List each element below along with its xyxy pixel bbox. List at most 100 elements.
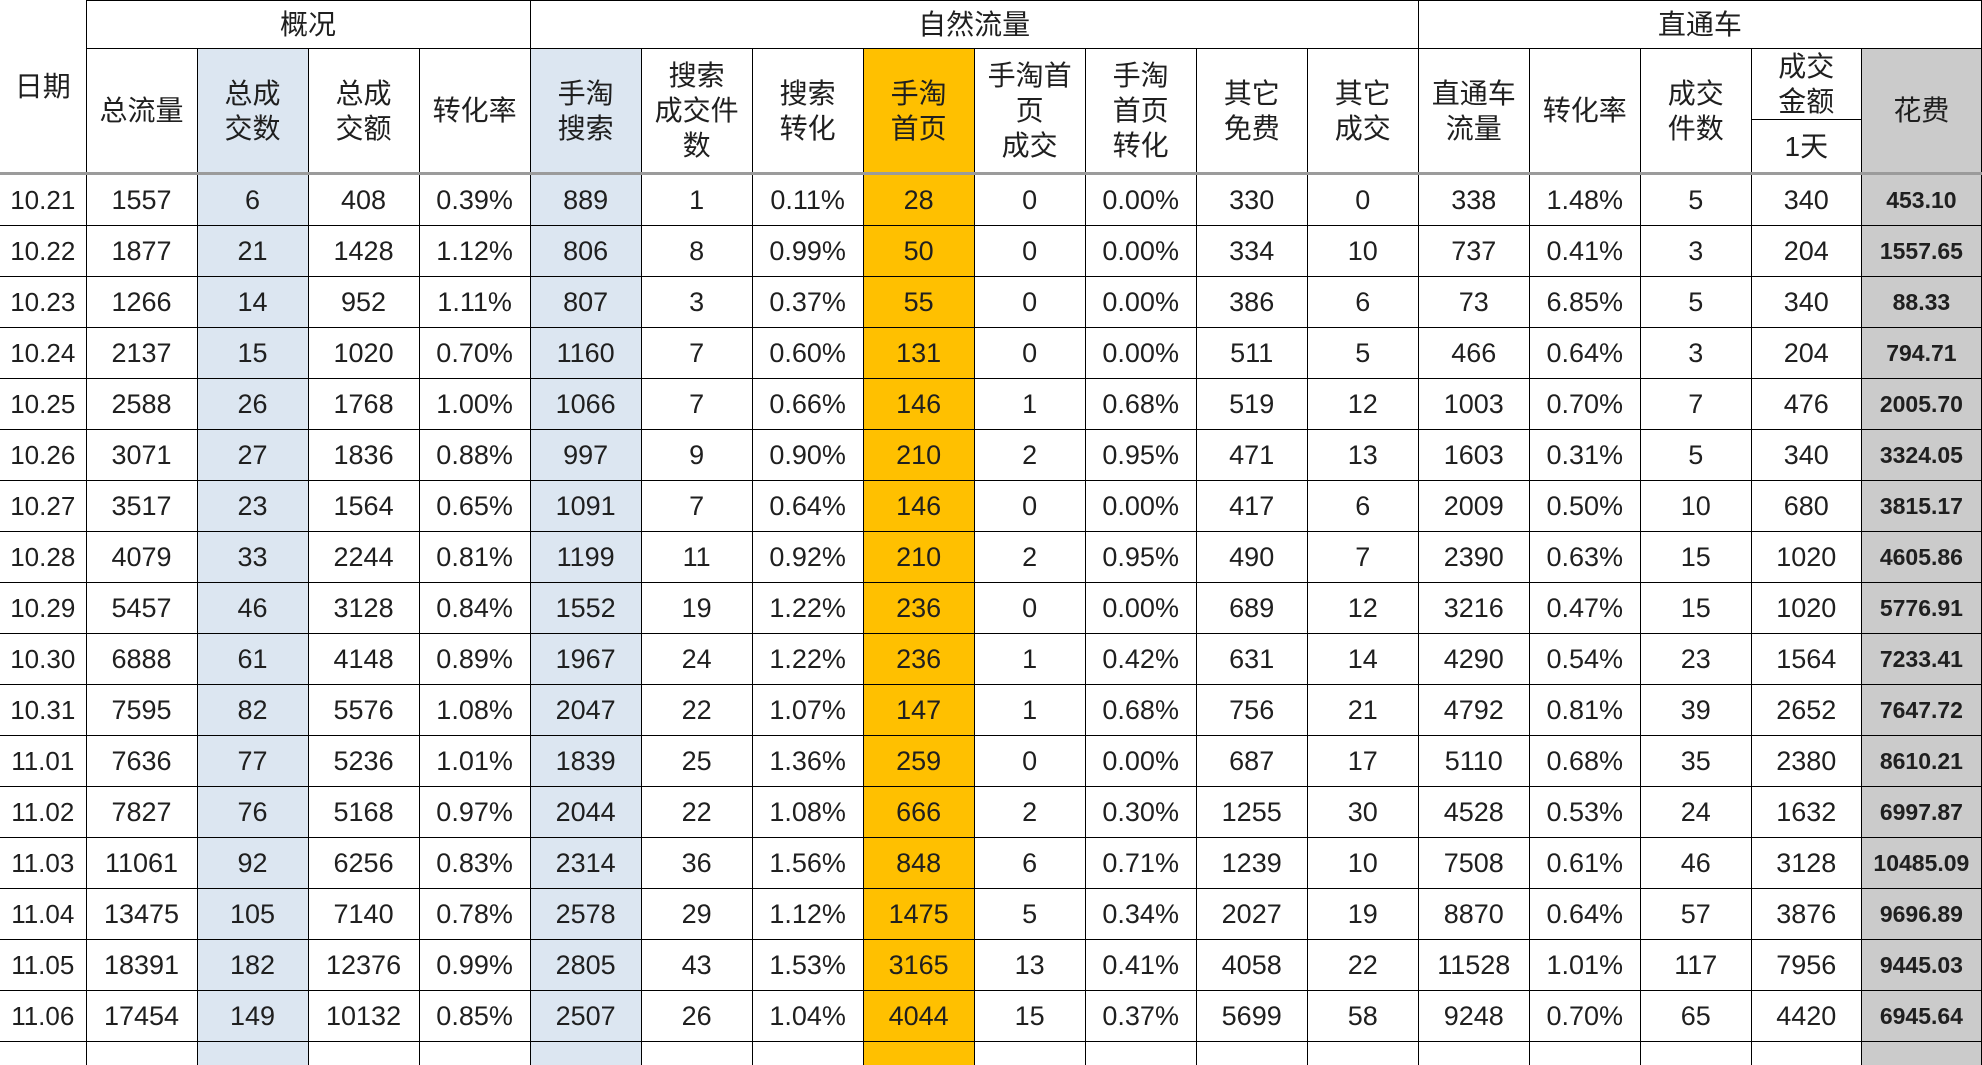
data-cell: 17 bbox=[1306, 735, 1419, 787]
data-cell: 1603 bbox=[1417, 429, 1530, 481]
group-header-overview: 概况 bbox=[85, 0, 531, 49]
date-cell: 10.22 bbox=[0, 225, 87, 277]
data-cell: 756 bbox=[1195, 684, 1308, 736]
data-cell: 7636 bbox=[85, 735, 198, 787]
data-cell: 3071 bbox=[85, 429, 198, 481]
date-column-header: 日期 bbox=[0, 0, 87, 174]
data-cell: 6997.87 bbox=[1860, 786, 1982, 838]
data-cell: 6256 bbox=[307, 837, 420, 889]
data-cell: 33 bbox=[196, 531, 309, 583]
date-cell: 10.31 bbox=[0, 684, 87, 736]
data-cell: 0.99% bbox=[751, 225, 864, 277]
data-cell: 13 bbox=[973, 939, 1086, 991]
data-cell: 8870 bbox=[1417, 888, 1530, 940]
data-cell: 1428 bbox=[307, 225, 420, 277]
data-cell: 3876 bbox=[1750, 888, 1862, 940]
data-cell: 0 bbox=[973, 480, 1086, 532]
data-cell: 147 bbox=[862, 684, 975, 736]
data-cell: 0.89% bbox=[418, 633, 531, 685]
data-cell: 689 bbox=[1195, 582, 1308, 634]
data-cell: 2652 bbox=[1750, 684, 1862, 736]
data-cell: 77 bbox=[196, 735, 309, 787]
data-cell: 204 bbox=[1750, 225, 1862, 277]
data-cell: 0.64% bbox=[1528, 888, 1641, 940]
data-cell: 4290 bbox=[1417, 633, 1530, 685]
data-cell: 1768 bbox=[307, 378, 420, 430]
data-cell: 5776.91 bbox=[1860, 582, 1982, 634]
data-cell: 27 bbox=[196, 429, 309, 481]
data-cell: 1877 bbox=[85, 225, 198, 277]
group-header-ztc: 直通车 bbox=[1417, 0, 1982, 49]
data-cell: 0.88% bbox=[418, 429, 531, 481]
data-cell: 10485.09 bbox=[1860, 837, 1982, 889]
data-cell: 82 bbox=[196, 684, 309, 736]
data-cell: 0.00% bbox=[1084, 735, 1197, 787]
data-cell: 1.36% bbox=[751, 735, 864, 787]
column-header-1: 总流量 bbox=[85, 48, 198, 174]
data-cell: 1091 bbox=[529, 480, 642, 532]
data-cell: 22 bbox=[640, 786, 753, 838]
data-cell: 1 bbox=[973, 378, 1086, 430]
data-cell: 1020 bbox=[1750, 531, 1862, 583]
data-cell: 76 bbox=[196, 786, 309, 838]
date-cell: 10.27 bbox=[0, 480, 87, 532]
data-cell: 36 bbox=[640, 837, 753, 889]
data-cell: 340 bbox=[1750, 172, 1862, 226]
data-cell: 57 bbox=[1639, 888, 1752, 940]
column-header-4: 转化率 bbox=[418, 48, 531, 174]
data-cell: 7 bbox=[640, 378, 753, 430]
column-header-7: 搜索 转化 bbox=[751, 48, 864, 174]
table-row: 10.27 3517 23 1564 0.65% 1091 7 0.64% 146 0 0.00% 4… bbox=[0, 480, 1982, 532]
data-cell: 2390 bbox=[1417, 531, 1530, 583]
data-cell: 1 bbox=[640, 172, 753, 226]
data-cell: 334 bbox=[1195, 225, 1308, 277]
data-cell: 330 bbox=[1195, 172, 1308, 226]
data-cell: 0 bbox=[973, 582, 1086, 634]
data-cell: 8610.21 bbox=[1860, 735, 1982, 787]
data-cell: 1967 bbox=[529, 633, 642, 685]
data-cell: 13475 bbox=[85, 888, 198, 940]
data-cell: 14 bbox=[196, 276, 309, 328]
table-row: 10.23 1266 14 952 1.11% 807 3 0.37% 55 0 0.00% 386 6… bbox=[0, 276, 1982, 328]
data-cell: 3165 bbox=[862, 939, 975, 991]
data-cell: 6 bbox=[973, 837, 1086, 889]
table-header: 日期 概况 自然流量 直通车 总流量 总成 交数 总成 交额 转化率 手淘 搜索 搜索 成… bbox=[0, 0, 1982, 174]
column-header-17: 花费 bbox=[1860, 48, 1982, 174]
table-row-partial bbox=[0, 1041, 1982, 1065]
data-cell: 0.81% bbox=[418, 531, 531, 583]
data-cell: 26 bbox=[196, 378, 309, 430]
data-cell: 236 bbox=[862, 633, 975, 685]
data-cell: 6 bbox=[196, 172, 309, 226]
data-cell: 1.12% bbox=[418, 225, 531, 277]
data-cell: 737 bbox=[1417, 225, 1530, 277]
data-cell: 0.00% bbox=[1084, 225, 1197, 277]
data-cell bbox=[751, 1041, 864, 1065]
data-cell: 210 bbox=[862, 531, 975, 583]
data-cell: 0.11% bbox=[751, 172, 864, 226]
data-cell: 2244 bbox=[307, 531, 420, 583]
data-cell: 453.10 bbox=[1860, 172, 1982, 226]
data-cell: 0.78% bbox=[418, 888, 531, 940]
data-cell: 0 bbox=[973, 327, 1086, 379]
data-cell: 511 bbox=[1195, 327, 1308, 379]
data-cell: 0.00% bbox=[1084, 276, 1197, 328]
data-cell: 6945.64 bbox=[1860, 990, 1982, 1042]
table-row: 10.30 6888 61 4148 0.89% 1967 24 1.22% 236 1 0.42%… bbox=[0, 633, 1982, 685]
data-cell: 2588 bbox=[85, 378, 198, 430]
data-cell: 1.04% bbox=[751, 990, 864, 1042]
data-cell: 0.95% bbox=[1084, 531, 1197, 583]
date-cell: 11.04 bbox=[0, 888, 87, 940]
data-cell: 0.83% bbox=[418, 837, 531, 889]
data-cell: 1632 bbox=[1750, 786, 1862, 838]
date-cell: 10.26 bbox=[0, 429, 87, 481]
data-cell: 1.08% bbox=[418, 684, 531, 736]
data-cell: 2380 bbox=[1750, 735, 1862, 787]
data-cell: 2047 bbox=[529, 684, 642, 736]
data-cell: 3 bbox=[1639, 327, 1752, 379]
data-cell: 46 bbox=[196, 582, 309, 634]
data-cell: 7647.72 bbox=[1860, 684, 1982, 736]
data-cell: 2805 bbox=[529, 939, 642, 991]
data-cell: 1.00% bbox=[418, 378, 531, 430]
data-cell: 0.70% bbox=[418, 327, 531, 379]
column-header-5: 手淘 搜索 bbox=[529, 48, 642, 174]
